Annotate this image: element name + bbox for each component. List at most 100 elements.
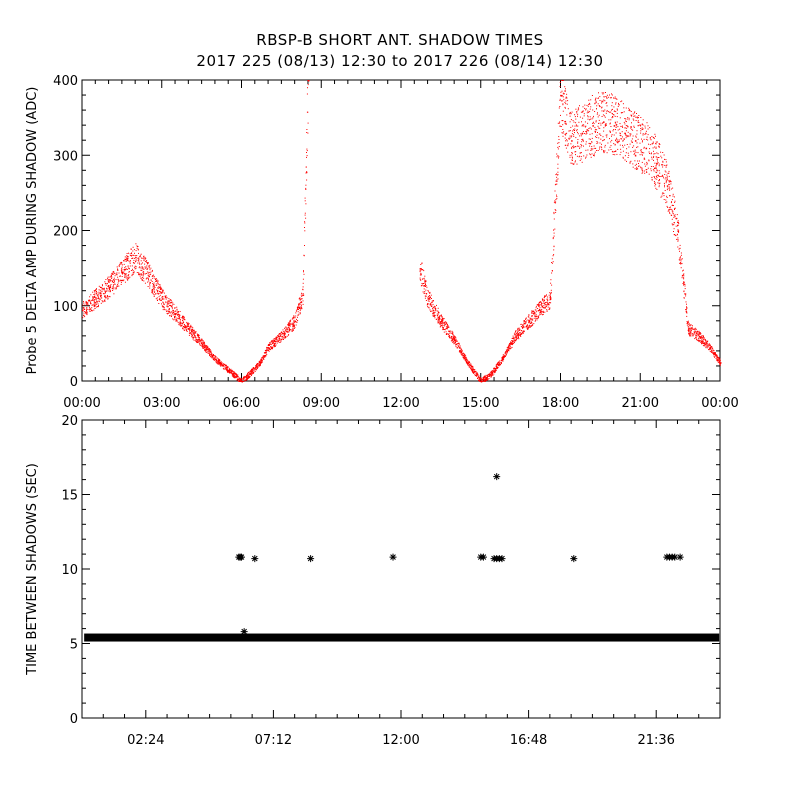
data-point [167, 300, 169, 302]
data-point [630, 133, 632, 135]
data-point [554, 190, 556, 192]
data-point [560, 114, 561, 116]
data-point [642, 171, 644, 173]
data-point [92, 291, 94, 293]
data-point [686, 312, 688, 314]
data-point [255, 367, 256, 369]
data-point [446, 327, 448, 329]
data-point [669, 207, 671, 209]
data-point [145, 273, 147, 274]
data-point [666, 197, 668, 198]
data-point [137, 246, 138, 248]
data-point [120, 281, 122, 283]
data-point [473, 370, 475, 372]
data-point [101, 284, 103, 286]
data-point [627, 157, 629, 158]
data-point [699, 337, 701, 339]
data-point [123, 269, 125, 270]
data-point [463, 358, 465, 360]
data-point [249, 371, 251, 373]
data-point [602, 101, 604, 103]
data-point [179, 311, 181, 312]
data-point [554, 228, 556, 230]
data-point [622, 140, 624, 142]
data-point [594, 130, 596, 132]
data-point [292, 317, 294, 319]
data-point [550, 299, 552, 300]
data-point [117, 285, 119, 287]
data-point [83, 311, 85, 312]
data-point [636, 133, 638, 135]
data-point [124, 258, 126, 260]
data-point [261, 360, 263, 361]
data-point [242, 377, 244, 379]
data-point [432, 310, 434, 312]
x-tick-label: 12:00 [382, 396, 419, 411]
data-point [216, 359, 218, 361]
data-point [113, 288, 115, 290]
data-point [529, 324, 530, 326]
data-point [656, 172, 658, 174]
data-point [657, 160, 658, 162]
data-point [582, 117, 584, 119]
data-point [420, 268, 422, 270]
data-point [175, 314, 177, 316]
data-point [575, 146, 577, 148]
data-point [687, 329, 689, 331]
data-point [581, 121, 582, 123]
data-point [121, 276, 123, 277]
data-point [291, 331, 293, 332]
data-point [671, 553, 679, 561]
data-point [256, 366, 258, 368]
data-point [203, 343, 205, 345]
data-point [714, 356, 715, 358]
data-point [151, 269, 153, 271]
data-point [230, 372, 232, 374]
data-point [669, 212, 671, 214]
data-point [293, 319, 295, 321]
data-point [114, 272, 116, 274]
data-point [698, 330, 700, 332]
data-point [664, 178, 666, 180]
data-point [595, 136, 596, 138]
data-point [486, 379, 488, 380]
data-point [223, 364, 225, 366]
data-point [255, 367, 257, 369]
data-point [581, 139, 583, 140]
data-point [218, 359, 220, 360]
data-point [437, 320, 439, 322]
data-point [266, 354, 268, 356]
data-point [293, 325, 295, 327]
data-point [553, 213, 555, 215]
data-point [442, 318, 444, 320]
data-point [636, 163, 637, 165]
data-point [628, 109, 630, 111]
data-point [185, 328, 187, 330]
data-point [632, 163, 634, 165]
data-point [128, 271, 130, 273]
data-point [525, 321, 527, 323]
data-point [683, 284, 684, 286]
data-point [594, 99, 596, 101]
data-point [187, 325, 188, 327]
data-point [596, 108, 597, 110]
data-point [109, 276, 111, 278]
data-point [493, 367, 495, 369]
data-point [197, 336, 199, 338]
data-point [170, 305, 172, 307]
data-point [287, 334, 289, 336]
data-point [497, 364, 499, 366]
data-point [173, 310, 174, 312]
data-point [666, 185, 669, 187]
data-point [455, 343, 457, 345]
data-point [512, 337, 514, 339]
data-point [486, 378, 488, 380]
data-point [718, 357, 720, 359]
data-point [639, 154, 641, 156]
data-point [161, 288, 163, 290]
data-point [247, 376, 249, 378]
data-point [642, 119, 644, 121]
data-point [142, 257, 144, 259]
data-point [424, 282, 426, 284]
data-point [667, 210, 669, 212]
